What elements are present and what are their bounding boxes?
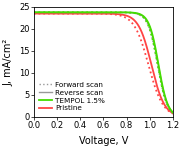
X-axis label: Voltage, V: Voltage, V	[79, 136, 128, 146]
Legend: Forward scan, Reverse scan, TEMPOL 1.5%, Pristine: Forward scan, Reverse scan, TEMPOL 1.5%,…	[39, 81, 106, 112]
Y-axis label: J, mA/cm²: J, mA/cm²	[3, 38, 14, 86]
